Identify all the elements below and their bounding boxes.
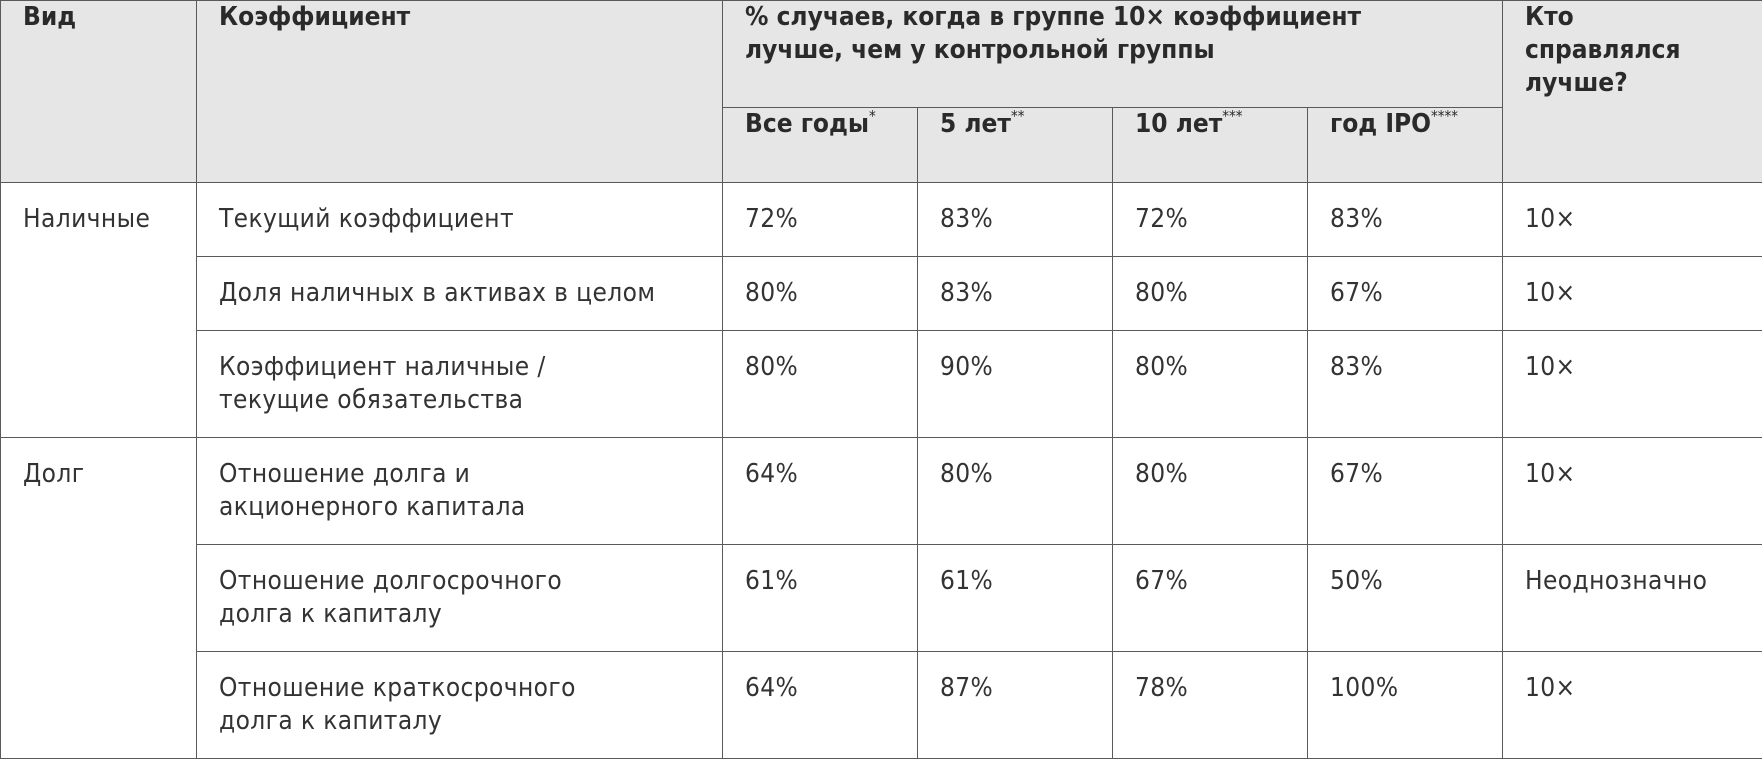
value-10-years: 78%	[1112, 651, 1308, 759]
value-ipo-year: 67%	[1307, 256, 1503, 331]
ratio-name: Отношение долга и акционерного капитала	[196, 437, 723, 545]
value-5-years: 87%	[917, 651, 1113, 759]
winner-value: 10×	[1502, 256, 1762, 331]
value-all-years: 64%	[722, 437, 918, 545]
header-period-10y-mark: ***	[1222, 107, 1243, 125]
ratio-name: Отношение долгосрочного долга к капиталу	[196, 544, 723, 652]
group-type-debt: Долг	[0, 437, 197, 759]
header-period-5y-label: 5 лет	[940, 109, 1011, 139]
header-winner-text: Кто справлялся лучше?	[1525, 2, 1681, 98]
header-winner: Кто справлялся лучше?	[1502, 0, 1762, 183]
header-row-top: Вид Коэффициент % случаев, когда в групп…	[0, 0, 1762, 183]
header-percent-group: % случаев, когда в группе 10× коэффициен…	[722, 0, 1503, 108]
table-row: Долг Отношение долга и акционерного капи…	[0, 437, 1762, 759]
header-period-ipo: год IPO****	[1307, 107, 1503, 183]
ratio-name: Текущий коэффициент	[196, 182, 723, 257]
winner-value: 10×	[1502, 651, 1762, 759]
table-row: Отношение краткосрочного долга к капитал…	[1, 651, 1762, 759]
value-10-years: 67%	[1112, 544, 1308, 652]
winner-value: Неоднозначно	[1502, 544, 1762, 652]
value-ipo-year: 100%	[1307, 651, 1503, 759]
ratio-name-text: Отношение долгосрочного долга к капиталу	[219, 566, 563, 629]
ratio-name-text: Отношение краткосрочного долга к капитал…	[219, 673, 576, 736]
ratio-name-text: Отношение долга и акционерного капитала	[219, 459, 526, 522]
header-period-ipo-label: год IPO	[1330, 109, 1432, 139]
winner-value: 10×	[1502, 330, 1762, 438]
header-period-all-mark: *	[869, 107, 876, 125]
winner-value: 10×	[1502, 182, 1762, 257]
header-period-5y-mark: **	[1010, 107, 1025, 125]
ratio-name: Коэффициент наличные / текущие обязатель…	[196, 330, 723, 438]
value-all-years: 72%	[722, 182, 918, 257]
header-percent-group-text: % случаев, когда в группе 10× коэффициен…	[745, 2, 1362, 65]
header-period-10y: 10 лет***	[1112, 107, 1308, 183]
value-all-years: 80%	[722, 256, 918, 331]
value-ipo-year: 83%	[1307, 182, 1503, 257]
value-5-years: 90%	[917, 330, 1113, 438]
table-row: Доля наличных в активах в целом 80% 83% …	[1, 256, 1762, 331]
header-period-10y-label: 10 лет	[1135, 109, 1223, 139]
value-10-years: 72%	[1112, 182, 1308, 257]
header-type: Вид	[0, 0, 197, 183]
value-5-years: 61%	[917, 544, 1113, 652]
value-5-years: 83%	[917, 182, 1113, 257]
value-5-years: 80%	[917, 437, 1113, 545]
header-row-sub: Все годы* 5 лет** 10 лет*** год IPO****	[1, 107, 1762, 183]
value-10-years: 80%	[1112, 330, 1308, 438]
table-row: Наличные Текущий коэффициент 72% 83% 72%…	[0, 182, 1762, 438]
group-type-cash: Наличные	[0, 182, 197, 438]
ratio-name: Доля наличных в активах в целом	[196, 256, 723, 331]
table-row: Отношение долгосрочного долга к капиталу…	[1, 544, 1762, 652]
value-all-years: 61%	[722, 544, 918, 652]
header-period-5y: 5 лет**	[917, 107, 1113, 183]
value-ipo-year: 50%	[1307, 544, 1503, 652]
value-all-years: 64%	[722, 651, 918, 759]
value-5-years: 83%	[917, 256, 1113, 331]
ratio-name: Отношение краткосрочного долга к капитал…	[196, 651, 723, 759]
header-ratio: Коэффициент	[196, 0, 723, 183]
value-ipo-year: 83%	[1307, 330, 1503, 438]
ratio-name-text: Коэффициент наличные / текущие обязатель…	[219, 352, 546, 415]
winner-value: 10×	[1502, 437, 1762, 545]
header-period-all-label: Все годы	[745, 109, 870, 139]
value-ipo-year: 67%	[1307, 437, 1503, 545]
table-row: Коэффициент наличные / текущие обязатель…	[1, 330, 1762, 438]
value-10-years: 80%	[1112, 437, 1308, 545]
header-period-ipo-mark: ****	[1431, 107, 1459, 125]
value-10-years: 80%	[1112, 256, 1308, 331]
value-all-years: 80%	[722, 330, 918, 438]
header-period-all: Все годы*	[722, 107, 918, 183]
